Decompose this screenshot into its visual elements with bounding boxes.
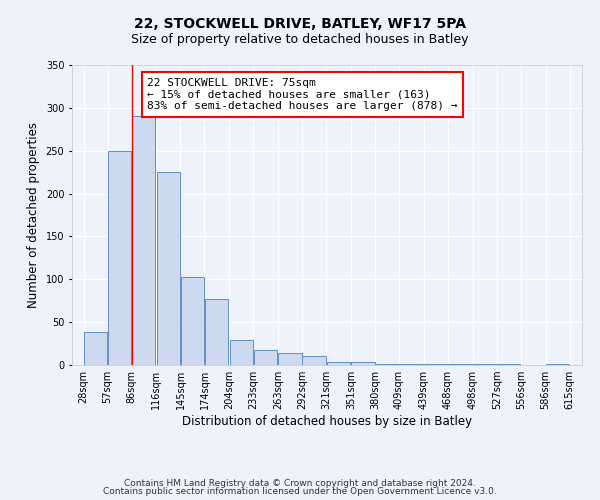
Bar xyxy=(181,276,204,365)
Bar xyxy=(132,116,155,365)
Bar xyxy=(376,364,398,365)
Bar xyxy=(424,364,448,365)
Bar xyxy=(108,150,131,365)
Bar xyxy=(326,362,350,365)
Bar xyxy=(546,364,569,365)
Bar xyxy=(205,299,228,365)
Bar xyxy=(400,364,423,365)
Bar xyxy=(157,172,180,365)
Bar xyxy=(497,364,520,365)
Bar xyxy=(84,332,107,365)
Bar xyxy=(352,362,374,365)
Text: Contains public sector information licensed under the Open Government Licence v3: Contains public sector information licen… xyxy=(103,487,497,496)
Bar xyxy=(302,356,326,365)
Text: 22, STOCKWELL DRIVE, BATLEY, WF17 5PA: 22, STOCKWELL DRIVE, BATLEY, WF17 5PA xyxy=(134,18,466,32)
Y-axis label: Number of detached properties: Number of detached properties xyxy=(27,122,40,308)
Bar xyxy=(448,364,472,365)
X-axis label: Distribution of detached houses by size in Batley: Distribution of detached houses by size … xyxy=(182,415,472,428)
Text: Contains HM Land Registry data © Crown copyright and database right 2024.: Contains HM Land Registry data © Crown c… xyxy=(124,478,476,488)
Bar xyxy=(230,340,253,365)
Text: 22 STOCKWELL DRIVE: 75sqm
← 15% of detached houses are smaller (163)
83% of semi: 22 STOCKWELL DRIVE: 75sqm ← 15% of detac… xyxy=(148,78,458,111)
Bar xyxy=(473,364,496,365)
Bar xyxy=(254,350,277,365)
Bar xyxy=(278,353,302,365)
Text: Size of property relative to detached houses in Batley: Size of property relative to detached ho… xyxy=(131,32,469,46)
